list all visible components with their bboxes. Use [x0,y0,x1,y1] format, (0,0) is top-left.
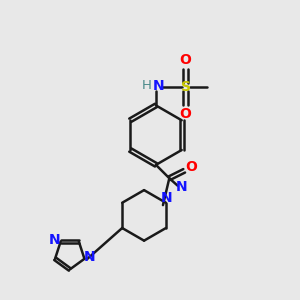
Text: N: N [84,250,96,264]
Text: O: O [185,160,197,174]
Text: S: S [181,80,191,94]
Text: N: N [49,233,61,247]
Text: N: N [153,80,165,93]
Text: O: O [180,53,192,67]
Text: N: N [176,180,187,194]
Text: N: N [161,191,172,205]
Text: O: O [180,107,192,121]
Text: H: H [142,79,152,92]
